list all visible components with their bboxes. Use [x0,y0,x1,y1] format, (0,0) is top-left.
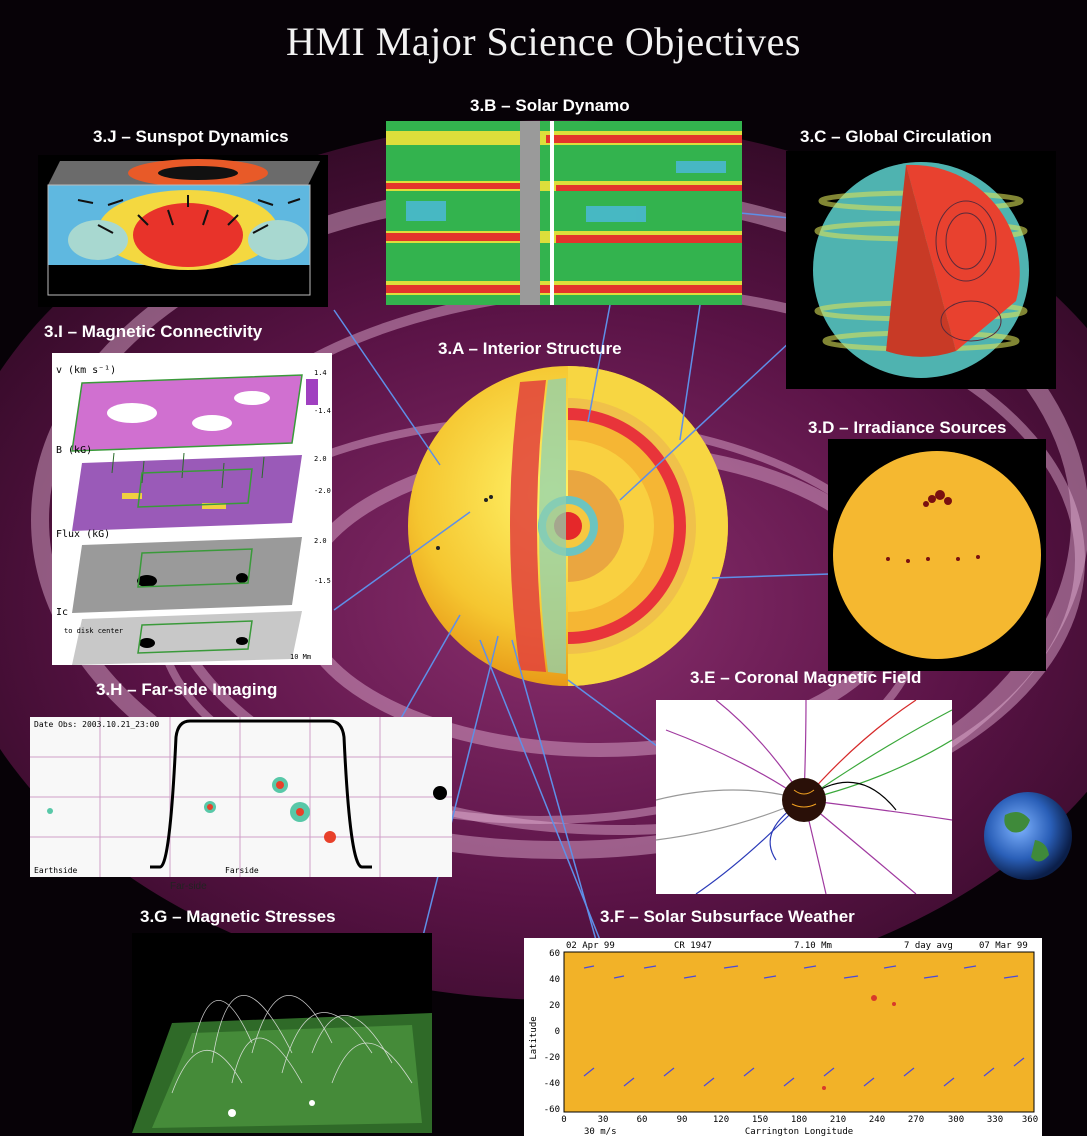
b-layer-label: B (kG) [56,445,92,456]
svg-text:60: 60 [549,949,560,959]
weather-vector-scale: 30 m/s [584,1127,617,1136]
svg-text:-1.5: -1.5 [314,577,331,585]
svg-text:150: 150 [752,1115,768,1125]
svg-text:330: 330 [987,1115,1003,1125]
subsurface-weather-chart: 02 Apr 99 CR 1947 7.10 Mm 7 day avg 07 M… [524,938,1042,1136]
label-global-circulation: 3.C – Global Circulation [800,127,992,146]
label-solar-subsurface-weather: 3.F – Solar Subsurface Weather [600,907,855,926]
svg-text:2.0: 2.0 [314,455,327,463]
svg-text:-40: -40 [544,1079,560,1089]
weather-carrington-rotation: CR 1947 [674,941,712,951]
earth-icon [984,792,1072,880]
label-coronal-magnetic-field: 3.E – Coronal Magnetic Field [690,668,922,687]
magnetic-connectivity-layers: v (km s⁻¹) 1.4 -1.4 B (kG) 2.0 -2.0 Flux… [52,353,332,665]
svg-text:-2.0: -2.0 [314,487,331,495]
svg-text:120: 120 [713,1115,729,1125]
label-magnetic-connectivity: 3.I – Magnetic Connectivity [44,322,263,341]
global-circulation-sphere [786,151,1056,389]
label-sunspot-dynamics: 3.J – Sunspot Dynamics [93,127,289,146]
svg-text:360: 360 [1022,1115,1038,1125]
svg-text:0: 0 [555,1027,560,1037]
disk-center-note: to disk center [64,627,123,635]
svg-text:180: 180 [791,1115,807,1125]
svg-text:60: 60 [637,1115,648,1125]
irradiance-sources-disk [828,439,1046,671]
label-far-side-imaging: 3.H – Far-side Imaging [96,680,278,699]
label-solar-dynamo: 3.B – Solar Dynamo [470,96,630,115]
svg-text:0: 0 [561,1115,566,1125]
scale-note: 10 Mm [290,653,311,661]
magnetic-stresses-image [132,933,432,1133]
weather-x-label: Carrington Longitude [745,1127,853,1136]
svg-text:-1.4: -1.4 [314,407,331,415]
ic-layer-label: Ic [56,607,68,618]
coronal-magnetic-field-lines [656,700,952,894]
farside-label: Farside [225,866,259,875]
date-obs: Date Obs: 2003.10.21_23:00 [34,720,159,729]
svg-text:90: 90 [677,1115,688,1125]
svg-text:240: 240 [869,1115,885,1125]
far-side-imaging-map: Date Obs: 2003.10.21_23:00 Earthside Far… [30,717,452,877]
v-layer-label: v (km s⁻¹) [56,365,116,376]
svg-text:-20: -20 [544,1053,560,1063]
flux-layer-label: Flux (kG) [56,529,110,540]
page-title: HMI Major Science Objectives [286,19,801,64]
label-interior-structure: 3.A – Interior Structure [438,339,622,358]
svg-text:30: 30 [598,1115,609,1125]
svg-text:20: 20 [549,1001,560,1011]
weather-averaging: 7 day avg [904,941,953,951]
weather-date-start: 02 Apr 99 [566,941,615,951]
label-magnetic-stresses: 3.G – Magnetic Stresses [140,907,336,926]
sunspot-dynamics-image [38,155,328,307]
label-irradiance-sources: 3.D – Irradiance Sources [808,418,1007,437]
svg-text:300: 300 [948,1115,964,1125]
earthside-label: Earthside [34,866,78,875]
far-side-caption: Far-side [170,881,207,892]
weather-depth: 7.10 Mm [794,941,832,951]
svg-text:1.4: 1.4 [314,369,327,377]
weather-y-label: Latitude [529,1016,539,1059]
solar-dynamo-butterfly-diagram [386,121,742,305]
weather-date-end: 07 Mar 99 [979,941,1028,951]
svg-text:40: 40 [549,975,560,985]
svg-text:2.0: 2.0 [314,537,327,545]
svg-text:270: 270 [908,1115,924,1125]
svg-text:210: 210 [830,1115,846,1125]
svg-text:-60: -60 [544,1105,560,1115]
